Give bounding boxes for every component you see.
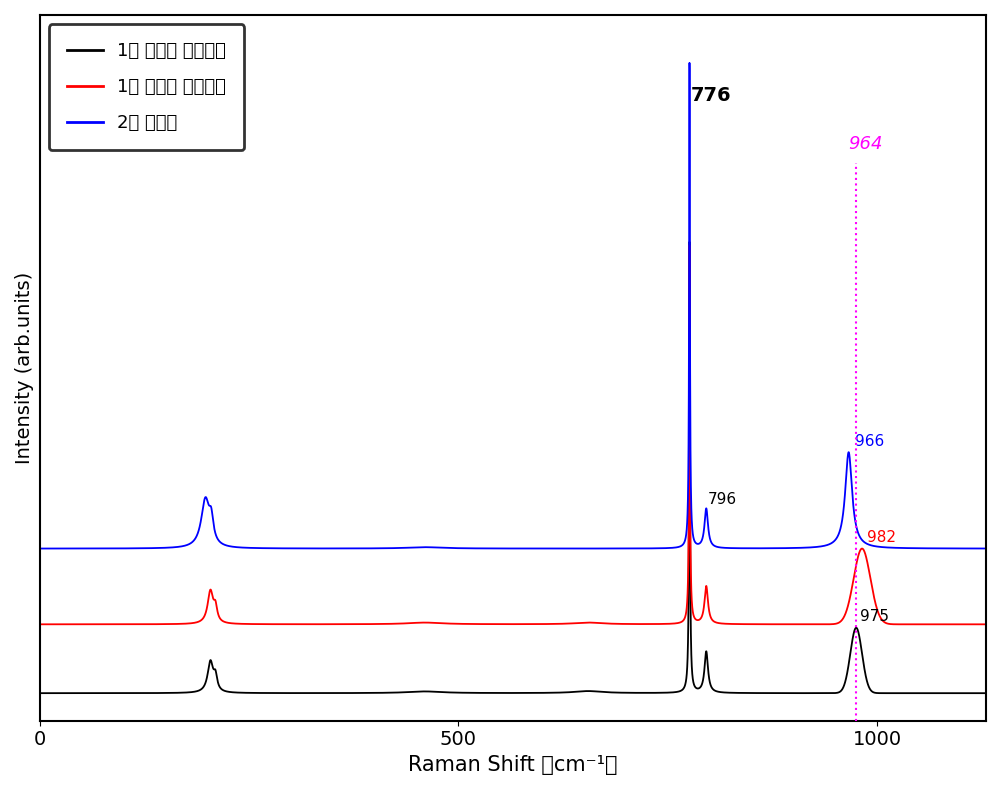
Text: 982: 982 bbox=[867, 530, 896, 545]
1번 웨이퍼 가장자리 bbox=[882, 619, 894, 629]
2번 웨이퍼 bbox=[638, 544, 650, 553]
Text: 776: 776 bbox=[691, 85, 732, 104]
2번 웨이퍼 bbox=[856, 535, 868, 544]
2번 웨이퍼 bbox=[882, 543, 894, 552]
1번 웨이퍼 가장자리 bbox=[967, 619, 979, 629]
1번 웨이퍼 가장자리 bbox=[34, 619, 46, 629]
1번 웨이퍼 가장자리 bbox=[638, 619, 650, 629]
1번 웨이퍼 중앙부분 bbox=[684, 237, 696, 246]
Text: 975: 975 bbox=[861, 609, 889, 624]
1번 웨이퍼 중앙부분 bbox=[459, 688, 471, 698]
2번 웨이퍼 bbox=[34, 544, 46, 553]
1번 웨이퍼 중앙부분 bbox=[882, 688, 894, 698]
Line: 2번 웨이퍼: 2번 웨이퍼 bbox=[40, 63, 986, 548]
Y-axis label: Intensity (arb.units): Intensity (arb.units) bbox=[15, 272, 34, 464]
Line: 1번 웨이퍼 중앙부분: 1번 웨이퍼 중앙부분 bbox=[40, 242, 986, 693]
2번 웨이퍼 bbox=[459, 544, 471, 553]
Text: 964: 964 bbox=[849, 135, 883, 152]
2번 웨이퍼 bbox=[684, 58, 696, 68]
1번 웨이퍼 중앙부분 bbox=[967, 688, 979, 698]
1번 웨이퍼 가장자리 bbox=[459, 619, 471, 629]
Line: 1번 웨이퍼 가장자리: 1번 웨이퍼 가장자리 bbox=[40, 246, 986, 624]
2번 웨이퍼 bbox=[978, 544, 990, 553]
Legend: 1번 웨이퍼 중앙부분, 1번 웨이퍼 가장자리, 2번 웨이퍼: 1번 웨이퍼 중앙부분, 1번 웨이퍼 가장자리, 2번 웨이퍼 bbox=[49, 24, 244, 150]
Text: 796: 796 bbox=[708, 492, 737, 507]
1번 웨이퍼 중앙부분 bbox=[34, 688, 46, 698]
1번 웨이퍼 가장자리 bbox=[980, 619, 992, 629]
Text: 966: 966 bbox=[855, 434, 884, 449]
1번 웨이퍼 중앙부분 bbox=[638, 688, 650, 698]
1번 웨이퍼 가장자리 bbox=[856, 544, 868, 553]
1번 웨이퍼 가장자리 bbox=[684, 241, 696, 250]
1번 웨이퍼 가장자리 bbox=[978, 619, 990, 629]
1번 웨이퍼 중앙부분 bbox=[856, 649, 868, 658]
2번 웨이퍼 bbox=[980, 544, 992, 553]
X-axis label: Raman Shift （cm⁻¹）: Raman Shift （cm⁻¹） bbox=[408, 755, 618, 775]
2번 웨이퍼 bbox=[967, 544, 979, 553]
1번 웨이퍼 중앙부분 bbox=[978, 688, 990, 698]
1번 웨이퍼 중앙부분 bbox=[980, 688, 992, 698]
